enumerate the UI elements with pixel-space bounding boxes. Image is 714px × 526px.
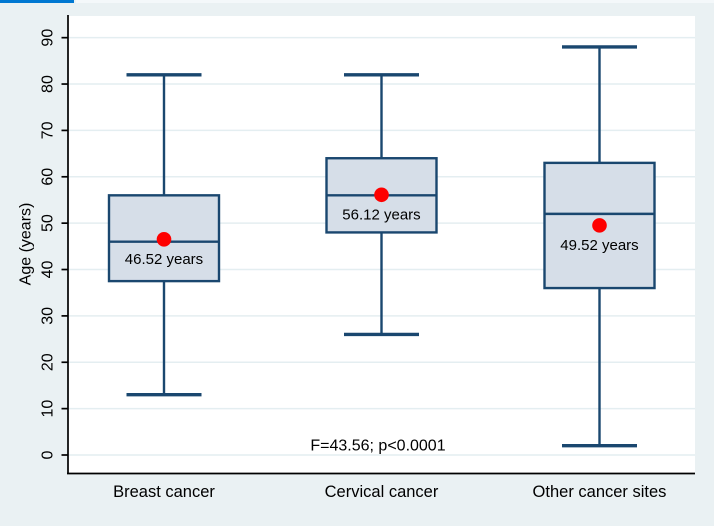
category-label-other-cancer-sites: Other cancer sites — [533, 483, 667, 501]
category-label-cervical-cancer: Cervical cancer — [325, 483, 439, 501]
top-white-strip — [76, 0, 714, 3]
mean-dot — [592, 218, 607, 233]
box-group-cervical-cancer: 56.12 years — [325, 73, 438, 337]
mean-label: 56.12 years — [342, 206, 420, 223]
box-group-breast-cancer: 46.52 years — [107, 73, 221, 397]
y-tick-label-50: 50 — [40, 214, 57, 232]
y-tick-label-80: 80 — [40, 75, 57, 93]
mean-label: 49.52 years — [560, 237, 638, 254]
mean-dot — [156, 231, 172, 247]
category-label-breast-cancer: Breast cancer — [113, 483, 215, 501]
y-tick-label-0: 0 — [40, 450, 57, 459]
browser-progress-bar — [0, 0, 74, 3]
y-tick-label-10: 10 — [40, 400, 57, 418]
y-tick-label-30: 30 — [40, 307, 57, 325]
y-tick-label-90: 90 — [40, 29, 57, 47]
y-tick-label-60: 60 — [40, 168, 57, 186]
y-tick-label-70: 70 — [40, 121, 57, 139]
y-tick-label-20: 20 — [40, 353, 57, 371]
y-tick-label-40: 40 — [40, 261, 57, 279]
mean-dot — [374, 187, 389, 203]
anova-annotation: F=43.56; p<0.0001 — [310, 438, 445, 455]
top-strip — [0, 0, 714, 3]
mean-label: 46.52 years — [125, 251, 203, 268]
y-axis-title: Age (years) — [18, 203, 35, 286]
box-group-other-cancer-sites: 49.52 years — [543, 45, 656, 448]
